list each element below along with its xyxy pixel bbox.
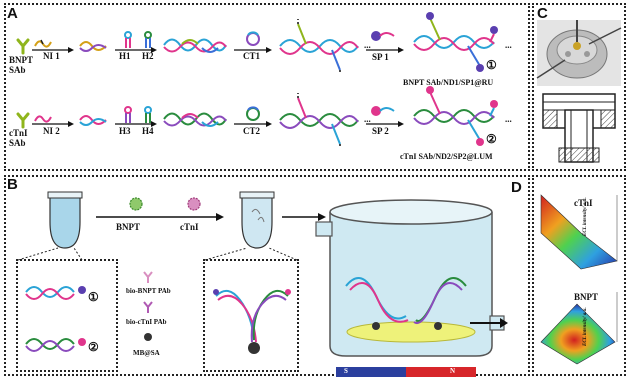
row1-hairpin-h2: [144, 31, 152, 48]
row1-final-complex: [413, 12, 498, 72]
bio-ctni-pab-icon: [143, 301, 153, 313]
row1-antibody-icon: [16, 38, 30, 55]
bnpt-molecule-icon: [129, 197, 143, 211]
panel-b-box: [4, 175, 530, 376]
row1-dna-network: [279, 19, 359, 74]
row2-arrow-2: [115, 121, 157, 127]
magnet-s-label: S: [344, 367, 348, 375]
incubation-arrow: [96, 213, 224, 221]
row1-signal-probe: [371, 31, 395, 41]
panel-c-box: [532, 3, 626, 171]
row1-h2-label: H2: [142, 51, 154, 61]
row2-antibody-label: cTnI SAb: [9, 128, 28, 148]
axis-label-1: ECL intensity/ a.u.: [583, 197, 588, 236]
row2-number: ②: [486, 132, 497, 146]
row2-hairpin-h4: [144, 106, 152, 123]
zoom-lines-2: [204, 247, 298, 261]
panel-c-label: C: [537, 5, 548, 22]
row1-circular-template: [246, 31, 260, 46]
row2-arrow-1: [32, 121, 74, 127]
row2-antibody-type: SAb: [9, 138, 26, 148]
detection-beaker: [315, 199, 505, 357]
row2-antibody-icon: [16, 112, 30, 129]
legend-mb-sa: MB@SA: [133, 349, 160, 357]
analyte-ctni-label: cTnI: [180, 222, 199, 232]
sandwich-complex-sketch: [213, 289, 291, 354]
transfer-arrow: [282, 213, 326, 221]
electrochemical-cell-photo: [536, 20, 622, 86]
zoom-lines-1: [17, 247, 83, 261]
row1-product-1: [79, 41, 107, 52]
row2-ni-label: NI 2: [43, 126, 60, 136]
tube-1: [47, 191, 83, 249]
row1-ct-label: CT1: [243, 51, 261, 61]
plot-ctni-label: cTnI: [574, 198, 593, 208]
row2-signal-probe: [371, 106, 395, 116]
row2-final-complex: [413, 86, 498, 146]
row2-dots-2: ...: [505, 114, 512, 124]
bnpt-surface-plot: [540, 292, 618, 365]
row1-arrow-2: [115, 47, 157, 53]
complex-1-sketch: [25, 286, 86, 300]
legend-bio-bnpt-pab: bio-BNPT PAb: [126, 287, 171, 295]
panel-a-label: A: [7, 5, 18, 22]
row1-antibody-label: BNPT SAb: [9, 55, 33, 75]
row2-h3-label: H3: [119, 126, 131, 136]
complex-2-sketch: [25, 338, 86, 352]
magnetic-bead-icon: [144, 333, 152, 341]
row1-antibody-type: SAb: [9, 65, 26, 75]
row1-antibody-name: BNPT: [9, 55, 34, 65]
bio-bnpt-pab-icon: [143, 271, 153, 283]
legend-bio-ctni-pab: bio-cTnI PAb: [126, 318, 167, 326]
panel-d-box: [532, 175, 626, 376]
analyte-bnpt-label: BNPT: [116, 222, 141, 232]
row1-arrow-4: [366, 47, 404, 53]
row1-number: ①: [486, 58, 497, 72]
zoom-number-2: ②: [88, 340, 99, 354]
magnet-n-label: N: [450, 367, 456, 375]
row2-product-label: cTnI SAb/ND2/SP2@LUM: [400, 152, 493, 161]
row2-dna-duplex: [163, 112, 227, 127]
row1-sp-label: SP 1: [372, 52, 389, 62]
row1-arrow-3: [234, 47, 272, 53]
panel-a-box: [4, 3, 530, 171]
row1-dots-2: ...: [505, 40, 512, 50]
axis-label-2: ECL intensity/ a.u.: [583, 307, 588, 346]
zoom-box-2: [203, 259, 299, 372]
tube-2: [239, 191, 275, 249]
row2-ni-strand: [34, 115, 52, 123]
row2-product-1: [79, 115, 107, 126]
row2-antibody-name: cTnI: [9, 128, 28, 138]
magnet-s-pole: [336, 367, 406, 377]
row2-arrow-4: [366, 121, 404, 127]
row1-ni-label: NI 1: [43, 51, 60, 61]
row1-ni-strand: [34, 39, 52, 48]
zoom-box-1: [16, 259, 118, 372]
row1-h1-label: H1: [119, 51, 131, 61]
ctni-molecule-icon: [187, 197, 201, 211]
row2-dots-1: ...: [364, 114, 371, 124]
row1-product-label: BNPT SAb/ND1/SP1@RU: [403, 78, 494, 87]
row1-dna-duplex: [163, 38, 227, 53]
magnet-n-pole: [406, 367, 476, 377]
ctni-surface-plot: [540, 194, 618, 270]
row2-ct-label: CT2: [243, 126, 261, 136]
row2-sp-label: SP 2: [372, 126, 389, 136]
row2-hairpin-h3: [124, 106, 132, 123]
zoom-number-1: ①: [88, 290, 99, 304]
panel-b-label: B: [7, 176, 18, 193]
row2-circular-template: [246, 106, 260, 121]
panel-d-label: D: [511, 179, 522, 196]
row1-dots-1: ...: [364, 40, 371, 50]
output-arrow: [470, 318, 508, 328]
row2-arrow-3: [234, 121, 272, 127]
plot-bnpt-label: BNPT: [574, 292, 599, 302]
row2-dna-network: [279, 93, 359, 148]
row1-hairpin-h1: [124, 31, 132, 48]
row2-h4-label: H4: [142, 126, 154, 136]
row1-arrow-1: [32, 47, 74, 53]
electrochemical-cell-schematic: [542, 93, 616, 163]
